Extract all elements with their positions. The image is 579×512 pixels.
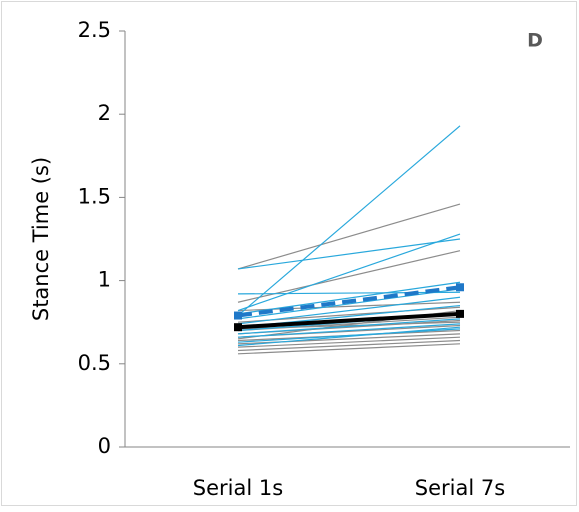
series-line <box>237 326 461 347</box>
series-line <box>237 125 461 317</box>
series-line <box>237 238 461 270</box>
series-line <box>237 323 461 338</box>
y-tick-label: 2.5 <box>78 18 111 42</box>
series-marker <box>456 309 464 318</box>
series-line <box>237 318 461 335</box>
x-tick-label: Serial 7s <box>415 476 505 500</box>
series-marker <box>234 323 242 332</box>
series-line <box>237 343 461 355</box>
series-line <box>237 336 461 348</box>
y-tick-label: 2 <box>98 101 111 125</box>
y-tick-label: 0.5 <box>78 351 111 375</box>
series-marker <box>234 311 242 320</box>
series-line <box>237 339 461 352</box>
series-marker <box>456 283 464 292</box>
series-line <box>237 281 461 315</box>
series-line <box>237 288 461 320</box>
y-axis-label: Stance Time (s) <box>29 157 53 321</box>
series-line <box>237 311 461 330</box>
x-tick-label: Serial 1s <box>193 476 283 500</box>
series-line <box>237 285 461 318</box>
series-line <box>237 291 461 295</box>
panel-label: D <box>527 30 543 52</box>
series-line <box>237 328 461 343</box>
series-line <box>237 203 461 270</box>
y-tick-label: 1 <box>98 268 111 292</box>
series-line <box>237 296 461 325</box>
series-line <box>237 233 461 312</box>
y-tick-label: 0 <box>98 434 111 458</box>
y-tick-label: 1.5 <box>78 184 111 208</box>
